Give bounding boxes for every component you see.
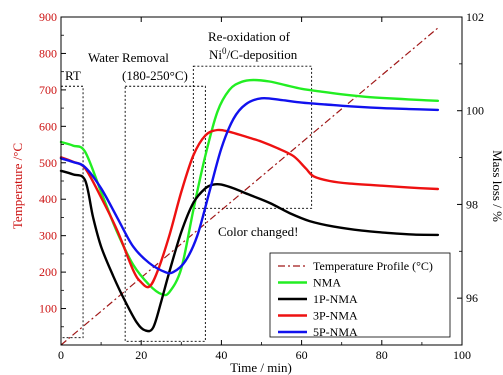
x-tick-label: 20 [135,348,147,362]
legend-label-nma: NMA [313,276,341,290]
y-left-tick-label: 600 [39,119,57,133]
y-left-tick-label: 200 [39,265,57,279]
y-axis-left-title: Temperature /°C [10,143,25,229]
x-tick-label: 100 [453,348,471,362]
y-right-tick-label: 102 [466,10,484,24]
legend: Temperature Profile (°C) NMA 1P-NMA 3P-NMA 5… [270,253,450,339]
y-right-tick-label: 98 [466,197,478,211]
x-axis-title: Time / min) [230,360,292,375]
y-right-tick-label: 100 [466,104,484,118]
y-left-tick-label: 700 [39,83,57,97]
region-label-reox-line1: Re-oxidation of [208,29,291,44]
region-label-water-title: Water Removal [88,50,169,65]
y-left-tick-label: 400 [39,192,57,206]
y-left-tick-label: 300 [39,229,57,243]
y-left-tick-label: 500 [39,156,57,170]
x-tick-label: 40 [215,348,227,362]
x-tick-label: 80 [376,348,388,362]
y-left-tick-label: 800 [39,46,57,60]
x-tick-label: 60 [296,348,308,362]
y-left-tick-label: 900 [39,10,57,24]
y-left-tick-label: 100 [39,302,57,316]
reox-rest: /C-deposition [227,47,298,62]
region-label-rt: RT [65,68,81,83]
y-axis-right-title: Mass loss / % [490,150,503,222]
region-box-1 [61,86,83,337]
region-label-water-range: (180-250°C) [122,68,188,83]
reox-ni: Ni [209,47,222,62]
y-right-tick-label: 96 [466,291,478,305]
legend-label-3p-nma: 3P-NMA [313,309,358,323]
annotation-color-changed: Color changed! [218,224,299,239]
legend-label-5p-nma: 5P-NMA [313,325,358,339]
x-tick-label: 0 [58,348,64,362]
region-label-reox-line2: Ni0/C-deposition [209,46,298,62]
legend-label-1p-nma: 1P-NMA [313,292,358,306]
legend-label-temperature-profile-c: Temperature Profile (°C) [313,259,433,273]
